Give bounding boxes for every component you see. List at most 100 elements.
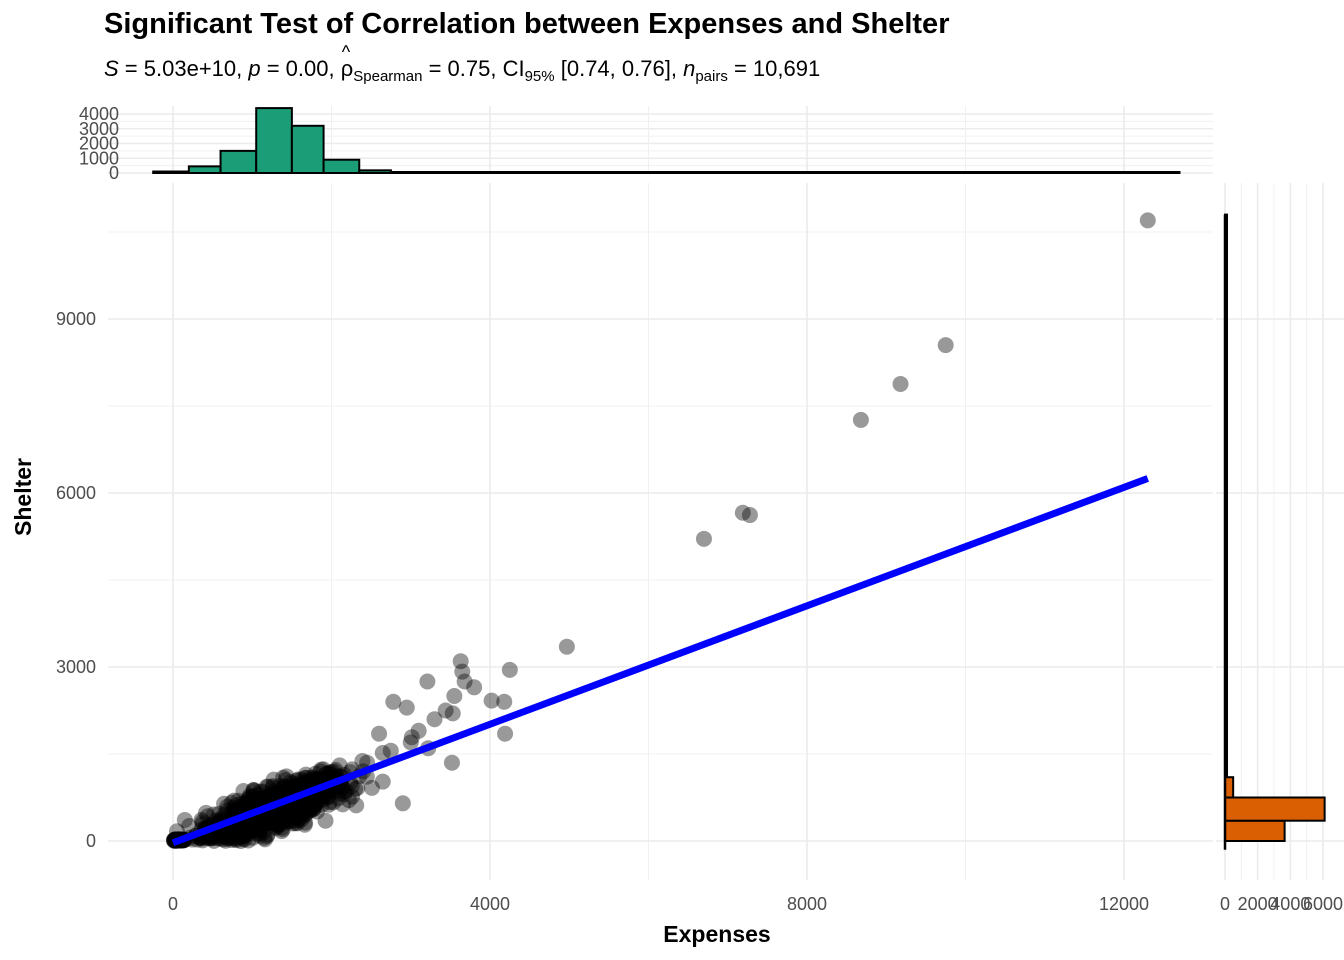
scatter-point — [236, 820, 253, 837]
scatter-point — [240, 791, 257, 808]
scatter-point — [227, 831, 244, 848]
scatter-point — [219, 798, 236, 815]
scatter-point — [286, 800, 303, 817]
scatter-point — [403, 729, 420, 746]
scatter-point — [326, 763, 343, 780]
scatter-point — [354, 752, 371, 769]
x-tick-label: 4000 — [470, 894, 510, 914]
scatter-point — [292, 809, 309, 826]
scatter-point — [264, 787, 281, 804]
scatter-point — [258, 828, 275, 845]
scatter-point — [235, 782, 252, 799]
scatter-point — [232, 832, 249, 849]
scatter-point — [695, 530, 712, 547]
x-hist-bar — [187, 165, 222, 175]
scatter-point — [266, 814, 283, 831]
x-hist-tick-label: 4000 — [79, 104, 119, 124]
stat-p-label: p — [248, 56, 261, 81]
scatter-point — [374, 773, 391, 790]
scatter-point — [263, 812, 280, 829]
scatter-point — [232, 824, 249, 841]
scatter-point — [269, 816, 286, 833]
scatter-point — [228, 797, 245, 814]
scatter-point — [301, 772, 318, 789]
scatter-point — [226, 801, 243, 818]
scatter-point — [308, 803, 325, 820]
y-hist-tick-label: 0 — [1220, 894, 1230, 914]
scatter-point — [271, 784, 288, 801]
scatter-point — [275, 804, 292, 821]
regression-line — [171, 475, 1150, 847]
scatter-point — [285, 812, 302, 829]
scatter-point — [270, 805, 287, 822]
scatter-point — [270, 811, 287, 828]
scatter-point — [267, 815, 284, 832]
scatter-point — [238, 817, 255, 834]
scatter-point — [275, 805, 292, 822]
scatter-point — [344, 788, 361, 805]
scatter-point — [318, 765, 335, 782]
scatter-point — [290, 797, 307, 814]
scatter-point — [267, 820, 284, 837]
scatter-point — [197, 804, 214, 821]
scatter-point — [276, 778, 293, 795]
scatter-point — [307, 765, 324, 782]
scatter-point — [287, 801, 304, 818]
scatter-point — [225, 799, 242, 816]
scatter-point — [209, 830, 226, 847]
scatter-point — [279, 807, 296, 824]
scatter-point — [244, 829, 261, 846]
x-axis-title: Expenses — [663, 921, 770, 947]
scatter-point — [211, 830, 228, 847]
scatter-point — [320, 796, 337, 813]
scatter-point — [263, 808, 280, 825]
scatter-point — [268, 814, 285, 831]
scatter-point — [222, 823, 239, 840]
scatter-point — [446, 688, 463, 704]
scatter-point — [226, 822, 243, 839]
scatter-point — [288, 772, 305, 789]
y-hist-tick-label: 6000 — [1303, 894, 1343, 914]
scatter-point — [265, 806, 282, 823]
scatter-point — [245, 816, 262, 833]
scatter-point — [281, 803, 298, 820]
scatter-point — [263, 813, 280, 830]
scatter-point — [251, 827, 268, 844]
scatter-point — [298, 805, 315, 822]
scatter-point — [240, 817, 257, 834]
scatter-point — [193, 811, 210, 828]
scatter-point — [274, 809, 291, 826]
scatter-point — [338, 782, 355, 799]
scatter-point — [260, 808, 277, 825]
scatter-point — [296, 807, 313, 824]
scatter-point — [234, 829, 251, 846]
scatter-point — [296, 816, 313, 833]
scatter-point — [262, 788, 279, 805]
scatter-point — [273, 823, 290, 840]
scatter-point — [265, 813, 282, 830]
scatter-point — [240, 832, 257, 849]
scatter-point — [234, 827, 251, 844]
scatter-point — [270, 786, 287, 803]
scatter-point — [334, 796, 351, 813]
scatter-point — [325, 794, 342, 811]
scatter-point — [320, 788, 337, 805]
scatter-point — [241, 789, 258, 806]
scatter-point — [266, 809, 283, 826]
scatter-point — [199, 808, 216, 825]
scatter-point — [223, 832, 240, 849]
scatter-point — [323, 764, 340, 781]
scatter-point — [236, 827, 253, 844]
scatter-point — [265, 812, 282, 829]
scatter-point — [298, 795, 315, 812]
scatter-point — [246, 783, 263, 800]
scatter-point — [211, 805, 228, 822]
scatter-point — [340, 792, 357, 809]
scatter-point — [286, 779, 303, 796]
scatter-point — [219, 829, 236, 846]
scatter-point — [298, 775, 315, 792]
scatter-point — [267, 807, 284, 824]
scatter-point — [255, 816, 272, 833]
scatter-point — [245, 788, 262, 805]
